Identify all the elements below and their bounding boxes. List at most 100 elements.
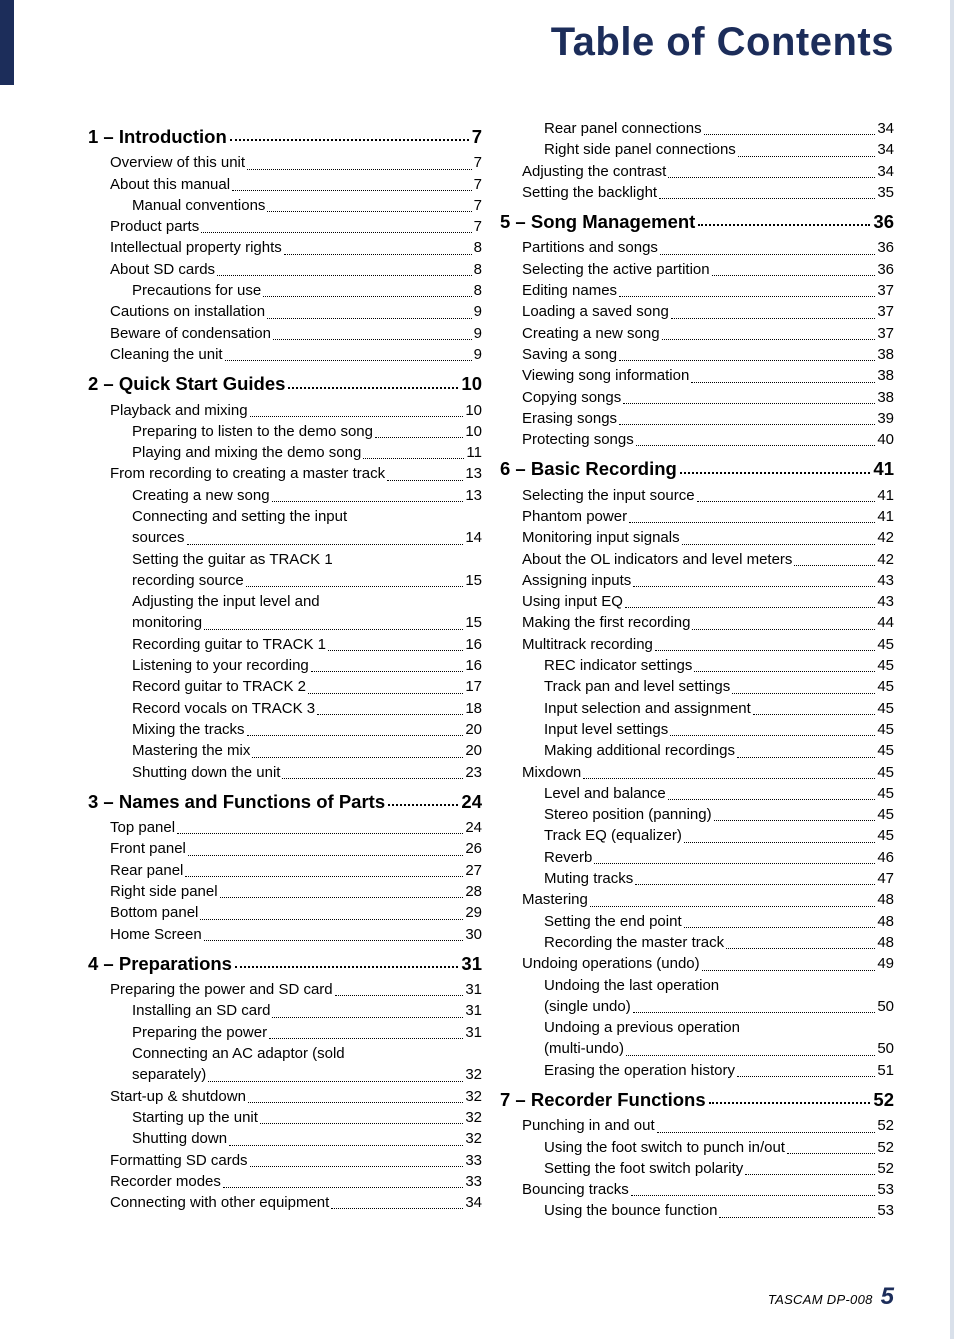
entry-label: Selecting the active partition (522, 259, 710, 280)
entry-label: Setting the foot switch polarity (544, 1158, 743, 1179)
entry-label: Mixing the tracks (132, 719, 245, 740)
entry-label: Making additional recordings (544, 740, 735, 761)
toc-entry: Phantom power41 (500, 506, 894, 527)
leader-dots (636, 429, 876, 446)
entry-page: 24 (465, 817, 482, 838)
entry-label: Muting tracks (544, 868, 633, 889)
entry-page: 45 (877, 783, 894, 804)
leader-dots (668, 161, 875, 178)
leader-dots (619, 280, 875, 297)
section-label: 6 – Basic Recording (500, 456, 677, 482)
entry-page: 33 (465, 1171, 482, 1192)
leader-dots (235, 947, 458, 968)
toc-entry: Mastering the mix 20 (88, 740, 482, 761)
entry-page: 45 (877, 698, 894, 719)
toc-entry: Home Screen30 (88, 924, 482, 945)
entry-label: Recorder modes (110, 1171, 221, 1192)
toc-entry: Stereo position (panning)45 (500, 804, 894, 825)
entry-label: Assigning inputs (522, 570, 631, 591)
leader-dots (187, 527, 464, 544)
entry-page: 7 (474, 174, 482, 195)
leader-dots (284, 237, 472, 254)
entry-label: separately) (132, 1064, 206, 1085)
toc-entry: Starting up the unit32 (88, 1107, 482, 1128)
toc-entry: Creating a new song13 (88, 485, 482, 506)
header-accent-bar (0, 0, 14, 85)
entry-page: 26 (465, 838, 482, 859)
entry-label: (multi-undo) (544, 1038, 624, 1059)
toc-entry: Using the foot switch to punch in/out52 (500, 1137, 894, 1158)
toc-entry: Mixdown45 (500, 762, 894, 783)
toc-entry: Setting the foot switch polarity52 (500, 1158, 894, 1179)
leader-dots (590, 889, 875, 906)
leader-dots (230, 120, 469, 141)
toc-entry: Top panel24 (88, 817, 482, 838)
entry-page: 23 (465, 762, 482, 783)
entry-label: Adjusting the contrast (522, 161, 666, 182)
entry-label: Selecting the input source (522, 485, 695, 506)
leader-dots (633, 570, 875, 587)
toc-section-heading: 7 – Recorder Functions52 (500, 1087, 894, 1113)
leader-dots (633, 996, 876, 1013)
leader-dots (626, 1038, 875, 1055)
leader-dots (247, 719, 464, 736)
entry-label: Setting the backlight (522, 182, 657, 203)
leader-dots (250, 1150, 464, 1167)
leader-dots (635, 868, 875, 885)
leader-dots (719, 1200, 875, 1217)
entry-page: 8 (474, 259, 482, 280)
entry-page: 38 (877, 387, 894, 408)
leader-dots (200, 902, 463, 919)
leader-dots (252, 740, 463, 757)
leader-dots (246, 570, 464, 587)
leader-dots (680, 452, 871, 473)
entry-page: 35 (877, 182, 894, 203)
entry-label: Setting the guitar as TRACK 1 (132, 549, 333, 570)
toc-section-heading: 3 – Names and Functions of Parts24 (88, 789, 482, 815)
toc-section-heading: 5 – Song Management36 (500, 209, 894, 235)
entry-page: 15 (465, 612, 482, 633)
leader-dots (204, 924, 464, 941)
page-footer: TASCAM DP-008 5 (768, 1283, 894, 1311)
entry-label: recording source (132, 570, 244, 591)
entry-label: Shutting down (132, 1128, 227, 1149)
toc-entry: Erasing songs39 (500, 408, 894, 429)
toc-entry: Using the bounce function53 (500, 1200, 894, 1221)
entry-label: Mastering the mix (132, 740, 250, 761)
leader-dots (738, 139, 876, 156)
toc-entry: Using input EQ43 (500, 591, 894, 612)
section-label: 5 – Song Management (500, 209, 695, 235)
entry-label: Undoing operations (undo) (522, 953, 700, 974)
toc-entry: Preparing the power and SD card31 (88, 979, 482, 1000)
entry-page: 20 (465, 740, 482, 761)
entry-page: 45 (877, 634, 894, 655)
entry-label: Manual conventions (132, 195, 265, 216)
entry-page: 52 (877, 1137, 894, 1158)
leader-dots (737, 1060, 875, 1077)
entry-page: 53 (877, 1179, 894, 1200)
leader-dots (223, 1171, 463, 1188)
toc-entry: About SD cards8 (88, 259, 482, 280)
entry-page: 32 (465, 1128, 482, 1149)
entry-page: 51 (877, 1060, 894, 1081)
toc-entry: Connecting with other equipment34 (88, 1192, 482, 1213)
entry-label: Setting the end point (544, 911, 682, 932)
leader-dots (709, 1083, 871, 1104)
entry-label: Stereo position (panning) (544, 804, 712, 825)
toc-section-heading: 6 – Basic Recording41 (500, 456, 894, 482)
entry-label: Level and balance (544, 783, 666, 804)
entry-page: 27 (465, 860, 482, 881)
toc-section-heading: 4 – Preparations31 (88, 951, 482, 977)
entry-page: 48 (877, 889, 894, 910)
entry-page: 28 (465, 881, 482, 902)
entry-page: 42 (877, 549, 894, 570)
toc-entry: Undoing operations (undo)49 (500, 953, 894, 974)
leader-dots (726, 932, 875, 949)
leader-dots (282, 762, 463, 779)
leader-dots (260, 1107, 463, 1124)
entry-page: 36 (877, 259, 894, 280)
entry-page: 10 (465, 421, 482, 442)
toc-entry: Manual conventions7 (88, 195, 482, 216)
leader-dots (657, 1115, 876, 1132)
toc-entry: Setting the end point48 (500, 911, 894, 932)
